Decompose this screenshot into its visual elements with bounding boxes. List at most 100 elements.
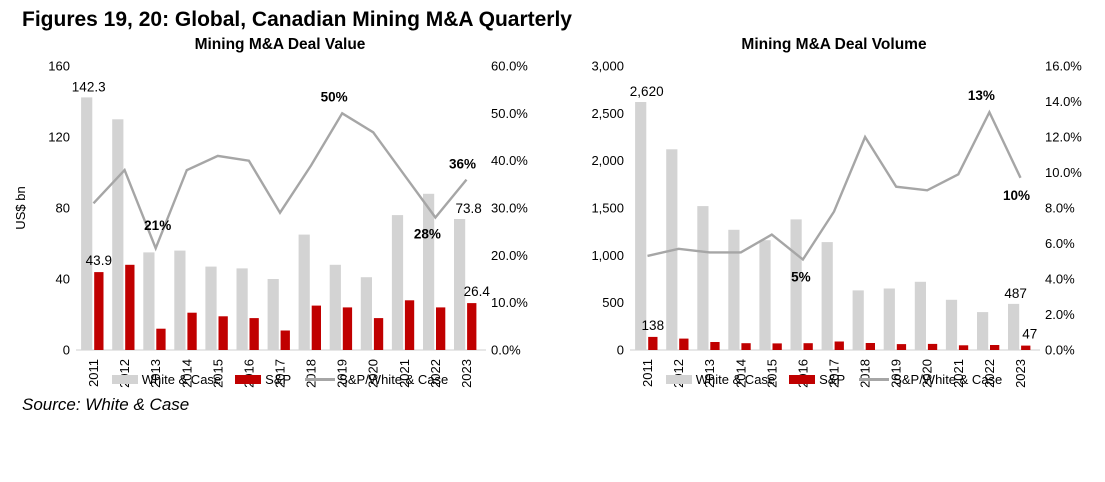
right-axis-tick-label: 50.0%	[491, 106, 528, 121]
annotation-label: 26.4	[464, 284, 491, 299]
x-axis-year-label: 2023	[1013, 359, 1028, 388]
bar-sp	[1021, 345, 1031, 350]
left-axis-tick-label: 40	[56, 272, 70, 287]
bar-white-case	[883, 288, 895, 350]
x-axis-year-label: 2017	[827, 359, 842, 388]
bar-sp	[404, 300, 415, 350]
right-axis-tick-label: 30.0%	[491, 201, 528, 216]
bar-sp	[865, 343, 875, 350]
annotation-label: 487	[1004, 286, 1027, 301]
white-case-bar-swatch	[665, 375, 692, 384]
x-axis-year-label: 2023	[459, 359, 474, 388]
x-axis-year-label: 2019	[889, 359, 904, 388]
bar-white-case	[143, 252, 155, 350]
x-axis-year-label: 2011	[86, 359, 101, 387]
x-axis-year-label: 2015	[764, 359, 779, 388]
left-axis-tick-label: 2,000	[591, 153, 624, 168]
bar-white-case	[759, 240, 771, 350]
bar-white-case	[697, 206, 709, 350]
deal-volume-chart: 0 500 1,000 1,500 2,000 2,500 3,000 0.0% 2.0% 4.0…	[591, 59, 1082, 388]
left-axis-tick-label: 1,500	[591, 201, 624, 216]
bar-white-case	[329, 264, 341, 350]
left-axis-tick-label: 1,000	[591, 248, 624, 263]
left-axis-tick-label: 500	[602, 295, 624, 310]
bar-white-case	[635, 102, 647, 350]
bar-sp	[187, 312, 197, 350]
legend-item-ratio: S&P/White & Case	[859, 372, 1002, 387]
white-case-bar-swatch	[111, 375, 138, 384]
bar-white-case	[914, 281, 926, 350]
bar-sp	[927, 343, 938, 350]
annotation-label: 142.3	[72, 79, 106, 94]
legend-item-white-case: White & Case	[665, 372, 775, 387]
bar-sp	[342, 307, 353, 350]
left-axis-tick-label: 2,500	[591, 106, 624, 121]
bar-white-case	[391, 215, 404, 350]
ratio-line-swatch	[305, 378, 336, 381]
bar-sp	[741, 343, 751, 350]
left-axis-tick-label: 80	[56, 201, 70, 216]
bar-sp	[679, 338, 689, 350]
x-axis-year-label: 2011	[640, 359, 655, 387]
bar-white-case	[977, 312, 989, 350]
deal-volume-chart-panel: Mining M&A Deal Volume 0 500 1,000 1,500 2,0…	[568, 34, 1100, 388]
bar-sp	[772, 343, 782, 350]
left-axis-tick-label: 160	[48, 59, 70, 74]
bar-white-case	[790, 219, 802, 350]
x-axis-year-label: 2013	[148, 359, 163, 388]
x-axis-year-label: 2017	[273, 359, 288, 388]
x-axis-year-label: 2021	[951, 359, 966, 388]
bar-white-case	[112, 119, 124, 351]
deal-volume-legend: White & Case S&P S&P/White & Case	[568, 372, 1100, 387]
bar-sp	[218, 316, 228, 350]
source-text: Source: White & Case	[22, 395, 190, 414]
page: Figures 19, 20: Global, Canadian Mining …	[14, 8, 1100, 414]
right-axis-tick-label: 10.0%	[491, 295, 528, 310]
bar-sp	[125, 264, 135, 350]
right-axis-tick-label: 20.0%	[491, 248, 528, 263]
bar-white-case	[852, 290, 864, 350]
annotation-label: 21%	[144, 218, 171, 233]
bar-sp	[249, 318, 259, 350]
legend-item-ratio: S&P/White & Case	[305, 372, 448, 387]
left-axis-tick-label: 3,000	[591, 59, 624, 74]
bar-sp	[710, 342, 720, 350]
x-axis-year-label: 2020	[920, 359, 935, 388]
x-axis-year-label: 2021	[397, 359, 412, 388]
x-axis-year-label: 2015	[210, 359, 225, 388]
bar-sp	[436, 307, 446, 350]
deal-value-chart-title: Mining M&A Deal Value	[194, 36, 366, 53]
legend-label-sp: S&P	[819, 372, 846, 387]
ratio-line	[92, 111, 468, 252]
right-axis-tick-label: 40.0%	[491, 153, 528, 168]
bar-sp	[467, 303, 477, 350]
x-axis-year-label: 2022	[428, 359, 443, 388]
x-axis-year-label: 2020	[366, 359, 381, 388]
bar-white-case	[454, 219, 466, 350]
right-axis-tick-label: 4.0%	[1045, 272, 1075, 287]
bar-white-case	[174, 250, 186, 350]
page-title: Figures 19, 20: Global, Canadian Mining …	[22, 8, 572, 31]
bar-sp	[280, 330, 290, 350]
legend-label-white-case: White & Case	[141, 372, 222, 387]
bar-sp	[311, 305, 321, 350]
x-axis-year-label: 2014	[733, 359, 748, 388]
bar-sp	[373, 318, 384, 350]
bar-white-case	[728, 229, 740, 350]
right-axis-tick-label: 16.0%	[1045, 59, 1082, 74]
left-axis-tick-label: 0	[63, 343, 70, 358]
y-axis-title: US$ bn	[14, 186, 28, 229]
annotation-label: 10%	[1003, 188, 1030, 203]
annotation-label: 28%	[414, 226, 441, 241]
annotation-label: 50%	[321, 89, 348, 104]
x-axis-year-label: 2019	[335, 359, 350, 388]
deal-value-legend: White & Case S&P S&P/White & Case	[14, 372, 546, 387]
right-axis-tick-label: 6.0%	[1045, 236, 1075, 251]
annotation-label: 2,620	[630, 84, 664, 99]
bar-sp	[958, 345, 969, 350]
bar-white-case	[821, 242, 833, 350]
bar-white-case	[1008, 303, 1020, 350]
right-axis-tick-label: 0.0%	[1045, 343, 1075, 358]
left-axis-tick-label: 0	[617, 343, 624, 358]
legend-item-sp: S&P	[235, 372, 291, 387]
